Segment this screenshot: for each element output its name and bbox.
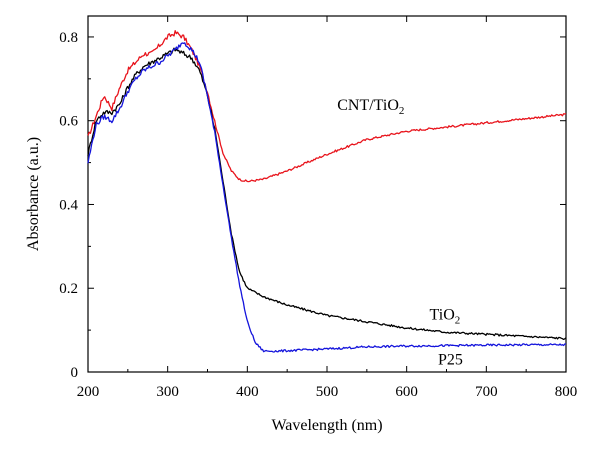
x-tick-label: 200 (77, 384, 100, 400)
x-tick-label: 300 (156, 384, 179, 400)
y-axis-title: Absorbance (a.u.) (25, 137, 42, 251)
plot-frame (87, 15, 567, 373)
series-annotation-2: TiO2 (430, 307, 461, 327)
y-tick-label: 0.2 (59, 281, 78, 297)
x-tick-label: 500 (316, 384, 339, 400)
x-tick-label: 400 (236, 384, 259, 400)
y-tick-label: 0 (71, 365, 79, 381)
series-line-3 (87, 42, 567, 353)
y-tick-label: 0.8 (59, 30, 78, 46)
x-axis-title: Wavelength (nm) (271, 417, 382, 434)
series-annotation-3: P25 (438, 351, 463, 368)
series-line-2 (87, 47, 567, 341)
axis-ticks: 200 300 400 500 600 700 800 0 0.2 0.4 0.6 0.8 (59, 16, 577, 400)
x-tick-label: 800 (555, 384, 578, 400)
series-annotation-1: CNT/TiO2 (337, 97, 404, 117)
y-tick-label: 0.6 (59, 114, 78, 130)
y-tick-label: 0.4 (59, 197, 78, 213)
series-line-1 (87, 30, 567, 183)
annotation-layer: CNT/TiO2 TiO2 P25 (337, 97, 463, 368)
x-tick-label: 600 (395, 384, 418, 400)
series-layer (87, 30, 567, 353)
x-tick-label: 700 (475, 384, 498, 400)
